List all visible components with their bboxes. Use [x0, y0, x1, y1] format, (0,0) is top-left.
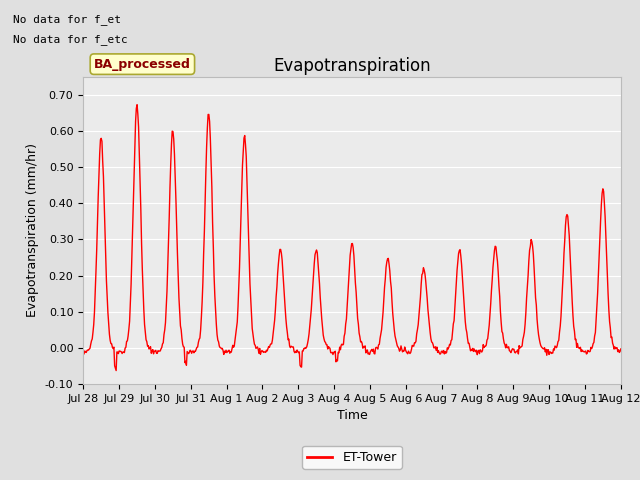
Title: Evapotranspiration: Evapotranspiration	[273, 57, 431, 75]
Text: No data for f_etc: No data for f_etc	[13, 34, 127, 45]
Legend: ET-Tower: ET-Tower	[302, 446, 402, 469]
Text: BA_processed: BA_processed	[94, 58, 191, 71]
X-axis label: Time: Time	[337, 409, 367, 422]
Y-axis label: Evapotranspiration (mm/hr): Evapotranspiration (mm/hr)	[26, 144, 39, 317]
Text: No data for f_et: No data for f_et	[13, 14, 121, 25]
